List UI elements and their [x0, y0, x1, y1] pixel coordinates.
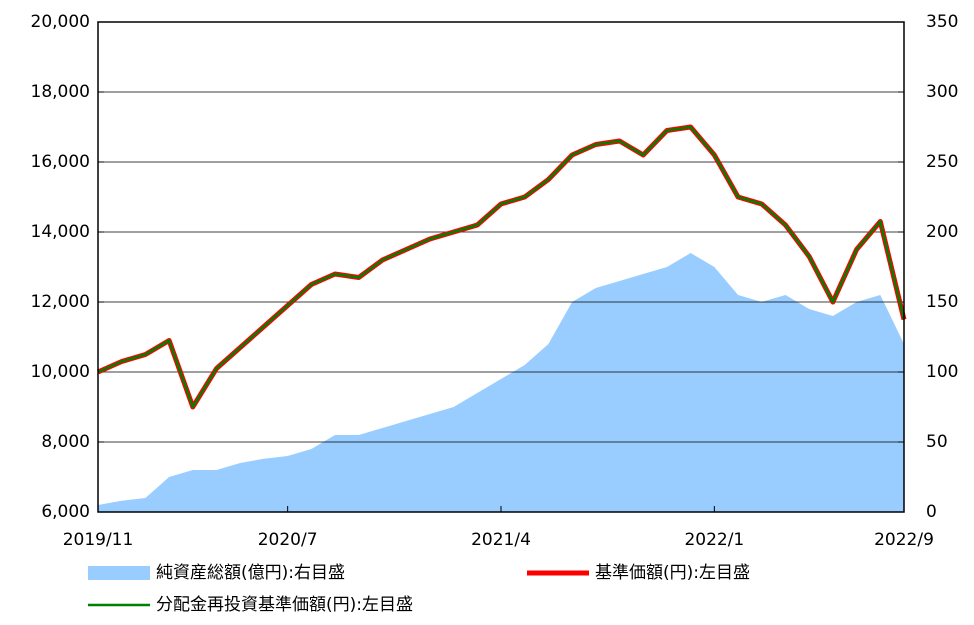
y-tick-label: 14,000 [31, 222, 90, 242]
x-tick-label: 2019/11 [63, 530, 134, 550]
y2-tick-label: 150 [926, 292, 958, 312]
legend-swatch [88, 566, 150, 580]
x-tick-label: 2022/1 [684, 530, 744, 550]
x-tick-label: 2020/7 [258, 530, 318, 550]
y2-tick-label: 200 [926, 222, 958, 242]
y2-tick-label: 0 [926, 502, 937, 522]
y2-tick-label: 100 [926, 362, 958, 382]
y-tick-label: 16,000 [31, 152, 90, 172]
legend-label: 分配金再投資基準価額(円):左目盛 [156, 595, 413, 615]
y2-tick-label: 50 [926, 432, 948, 452]
y-tick-label: 6,000 [41, 502, 90, 522]
y-tick-label: 10,000 [31, 362, 90, 382]
y-tick-label: 18,000 [31, 82, 90, 102]
legend-label: 基準価額(円):左目盛 [595, 563, 750, 583]
y2-tick-label: 300 [926, 82, 958, 102]
y-tick-label: 12,000 [31, 292, 90, 312]
y2-tick-label: 350 [926, 12, 958, 32]
area [98, 253, 904, 512]
x-tick-label: 2021/4 [471, 530, 531, 550]
legend-label: 純資産総額(億円):右目盛 [156, 563, 345, 583]
line [97, 125, 906, 409]
y-tick-label: 20,000 [31, 12, 90, 32]
y2-tick-label: 250 [926, 152, 958, 172]
y-tick-label: 8,000 [41, 432, 90, 452]
x-tick-label: 2022/9 [874, 530, 934, 550]
